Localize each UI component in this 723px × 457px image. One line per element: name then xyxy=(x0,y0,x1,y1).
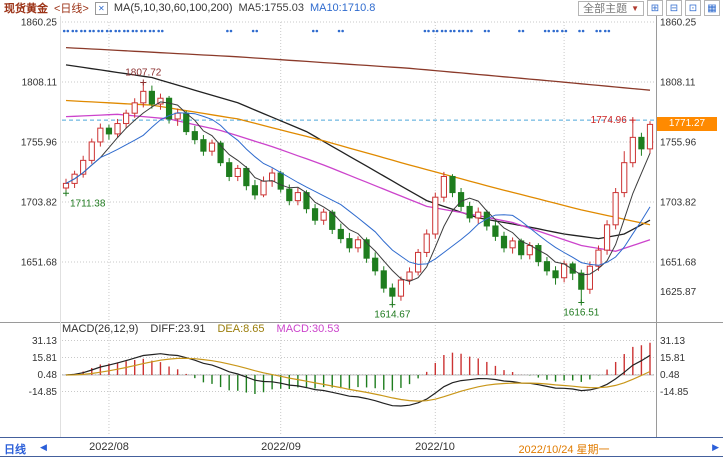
macd-params-label[interactable]: MACD(26,12,9) xyxy=(62,323,139,335)
x-axis-label-aug: 2022/08 xyxy=(89,441,129,453)
layout-grid-button-3[interactable]: ⊡ xyxy=(685,0,701,16)
svg-text:1616.51: 1616.51 xyxy=(563,307,600,318)
macd-value-label: MACD:30.53 xyxy=(276,323,340,335)
svg-text:1860.25: 1860.25 xyxy=(21,18,58,29)
macd-histogram xyxy=(73,342,651,394)
svg-text:1625.87: 1625.87 xyxy=(660,287,697,298)
svg-text:1614.67: 1614.67 xyxy=(374,310,411,321)
svg-text:1755.96: 1755.96 xyxy=(660,138,697,149)
svg-text:1860.25: 1860.25 xyxy=(660,18,697,29)
svg-text:-14.85: -14.85 xyxy=(29,387,58,398)
layout-grid-button-2[interactable]: ⊟ xyxy=(666,0,682,16)
ma5-line xyxy=(65,101,651,282)
signal-dots-group xyxy=(62,29,611,33)
svg-text:1651.68: 1651.68 xyxy=(660,258,697,269)
ma60-line xyxy=(65,99,651,226)
ma10-line xyxy=(65,112,651,266)
price-chart-canvas[interactable]: 1860.25 1860.25 1808.11 1808.11 1755.96 1755.… xyxy=(0,16,723,322)
scroll-left-icon[interactable]: ◀ xyxy=(40,442,47,452)
scroll-right-icon[interactable]: ▶ xyxy=(712,442,719,452)
svg-text:1703.82: 1703.82 xyxy=(660,198,697,209)
svg-text:1774.96: 1774.96 xyxy=(591,115,628,126)
ma5-value-label: MA5:1755.03 xyxy=(238,2,304,14)
indicator-checkbox[interactable]: ✕ xyxy=(94,1,108,15)
chart-toolbar: 现货黄金 <日线> ✕ MA(5,10,30,60,100,200) MA5:1… xyxy=(0,0,723,16)
theme-dropdown[interactable]: 全部主题 ▼ xyxy=(578,0,644,16)
toolbar-right-group: 全部主题 ▼ ⊞ ⊟ ⊡ ▦ xyxy=(578,0,720,16)
macd-chart-canvas[interactable]: 31.13 31.13 15.81 15.81 0.48 0.48 -14.85 -14.85 xyxy=(0,322,723,437)
indicator-label-row: MACD(26,12,9) DIFF:23.91 DEA:8.65 MACD:3… xyxy=(62,323,340,335)
diff-value-label: DIFF:23.91 xyxy=(150,323,206,335)
timeframe-label[interactable]: 日线 xyxy=(4,444,26,456)
dea-value-label: DEA:8.65 xyxy=(217,323,265,335)
dea-line xyxy=(65,357,651,402)
svg-text:1808.11: 1808.11 xyxy=(22,77,58,88)
instrument-title[interactable]: 现货黄金 xyxy=(4,3,48,15)
svg-text:1651.68: 1651.68 xyxy=(21,258,58,269)
svg-text:1711.38: 1711.38 xyxy=(70,198,106,209)
ma30-line xyxy=(65,113,651,252)
x-axis-label-sep: 2022/09 xyxy=(261,441,301,453)
layout-grid-button-4[interactable]: ▦ xyxy=(704,0,720,16)
layout-grid-button-1[interactable]: ⊞ xyxy=(647,0,663,16)
svg-text:-14.85: -14.85 xyxy=(660,387,689,398)
macd-gridlines: 31.13 31.13 15.81 15.81 0.48 0.48 -14.85 -14.85 xyxy=(29,336,689,398)
chevron-down-icon: ▼ xyxy=(631,3,639,13)
price-gridlines: 1860.25 1860.25 1808.11 1808.11 1755.96 1755.… xyxy=(21,18,697,269)
svg-text:31.13: 31.13 xyxy=(32,336,57,347)
svg-text:1755.96: 1755.96 xyxy=(21,138,58,149)
ma10-value-label: MA10:1710.8 xyxy=(309,2,376,14)
svg-text:1807.72: 1807.72 xyxy=(125,67,162,78)
ma100-line xyxy=(65,64,651,240)
theme-dropdown-value: 全部主题 xyxy=(583,3,628,15)
diff-line xyxy=(65,353,651,407)
last-price-tag: 1771.27 xyxy=(657,117,717,132)
period-tag: <日线> xyxy=(54,3,89,15)
svg-text:0.48: 0.48 xyxy=(660,370,680,381)
svg-text:0.48: 0.48 xyxy=(38,370,58,381)
svg-text:1808.11: 1808.11 xyxy=(660,77,696,88)
svg-text:15.81: 15.81 xyxy=(660,353,685,364)
candles-group xyxy=(62,82,654,305)
price-annotations: 1807.72 1711.38 1614.67 1616.51 1774.96 xyxy=(63,67,636,321)
svg-text:15.81: 15.81 xyxy=(32,353,57,364)
x-axis-label-current: 2022/10/24 星期一 xyxy=(518,444,610,456)
x-mark-icon: ✕ xyxy=(98,3,105,13)
time-axis-bar: 日线 ◀ 2022/08 2022/09 2022/10 2022/10/24 … xyxy=(0,437,723,457)
svg-text:1703.82: 1703.82 xyxy=(21,198,58,209)
ma-settings-label[interactable]: MA(5,10,30,60,100,200) xyxy=(113,2,233,14)
x-axis-label-oct: 2022/10 xyxy=(415,441,455,453)
svg-text:31.13: 31.13 xyxy=(660,336,685,347)
ma200-line xyxy=(65,46,651,91)
